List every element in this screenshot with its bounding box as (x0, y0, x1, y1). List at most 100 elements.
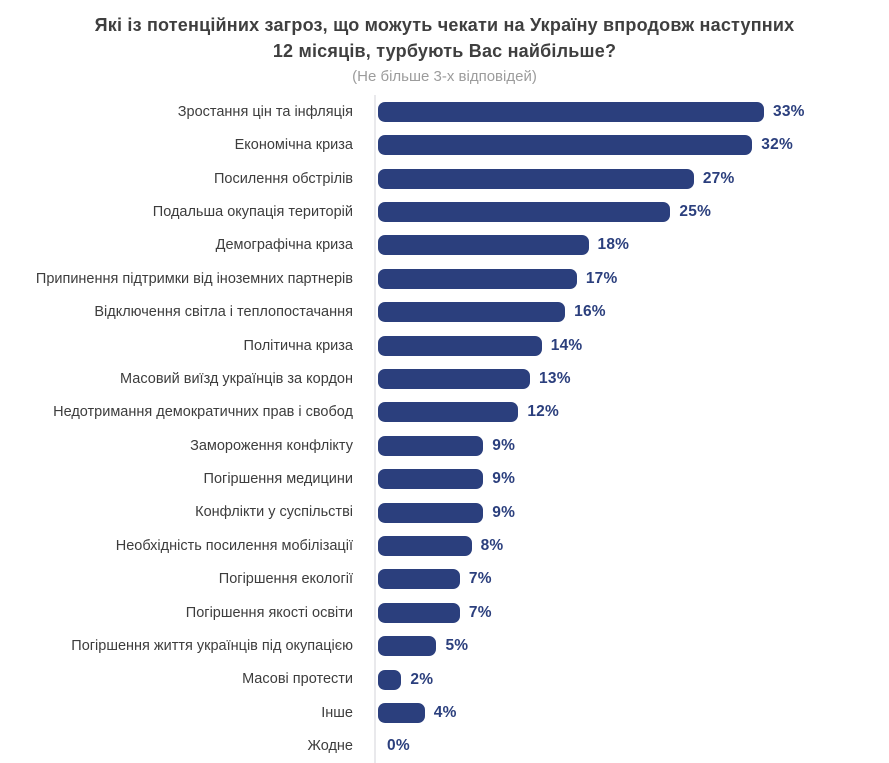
bar (378, 569, 460, 590)
bar (378, 669, 402, 690)
category-label: Посилення обстрілів (213, 170, 353, 187)
category-label: Зростання цін та інфляція (177, 103, 353, 120)
value-label: 7% (468, 570, 492, 588)
bar (378, 101, 764, 122)
bar (378, 335, 542, 356)
bar-cell: 18% (374, 228, 889, 263)
category-label: Економічна криза (234, 137, 353, 154)
chart-row: Жодне 0% (0, 729, 889, 763)
chart-row: Політична криза 14% (0, 328, 889, 363)
bar (378, 636, 437, 657)
value-label: 33% (773, 102, 805, 120)
chart-row: Посилення обстрілів 27% (0, 161, 889, 196)
bar-cell: 9% (374, 495, 889, 530)
chart-row: Погіршення екології 7% (0, 562, 889, 597)
category-label: Масові протести (242, 671, 353, 688)
value-label: 0% (387, 737, 410, 755)
value-label: 7% (468, 603, 492, 621)
chart-row: Відключення світла і теплопостачання 16% (0, 295, 889, 329)
chart-title: Які із потенційних загроз, що можуть чек… (94, 15, 795, 62)
value-label: 9% (492, 470, 516, 488)
bar-cell: 13% (374, 362, 889, 396)
value-label: 2% (410, 670, 434, 688)
value-label: 18% (597, 236, 630, 254)
bar-cell: 17% (374, 262, 889, 296)
value-label: 25% (679, 203, 712, 221)
bar-cell: 14% (374, 328, 889, 363)
bar-cell: 32% (374, 128, 889, 162)
bar (378, 202, 671, 223)
chart-row: Економічна криза 32% (0, 128, 889, 162)
value-label: 5% (445, 637, 469, 655)
bar (378, 302, 566, 323)
bar-cell: 4% (374, 696, 889, 730)
bar-cell: 2% (374, 662, 889, 697)
category-label: Погіршення життя українців під окупацією (71, 638, 353, 655)
bar-cell: 33% (374, 95, 889, 129)
value-label: 14% (550, 336, 583, 354)
bar (378, 402, 519, 423)
chart-header: Які із потенційних загроз, що можуть чек… (0, 0, 889, 85)
bar-cell: 16% (374, 295, 889, 329)
bar (378, 235, 589, 256)
chart-row: Масові протести 2% (0, 662, 889, 697)
chart-row: Демографічна криза 18% (0, 228, 889, 263)
bar (378, 369, 531, 389)
bar-cell: 7% (374, 596, 889, 630)
chart-row: Погіршення життя українців під окупацією… (0, 629, 889, 663)
category-label: Конфлікти у суспільстві (195, 504, 353, 521)
value-label: 9% (492, 436, 516, 454)
category-label: Погіршення якості освіти (185, 604, 353, 621)
category-label: Інше (321, 704, 353, 721)
chart-row: Подальша окупація територій 25% (0, 195, 889, 229)
value-label: 4% (433, 703, 457, 721)
bar (378, 135, 753, 156)
bar (378, 435, 484, 456)
category-label: Погіршення екології (218, 571, 353, 588)
value-label: 16% (574, 303, 606, 321)
chart-row: Конфлікти у суспільстві 9% (0, 495, 889, 530)
chart-row: Зростання цін та інфляція 33% (0, 95, 889, 129)
value-label: 32% (761, 136, 793, 154)
value-label: 8% (480, 536, 504, 554)
bar (378, 268, 577, 289)
category-label: Жодне (307, 738, 353, 755)
category-label: Необхідність посилення мобілізації (115, 537, 353, 554)
bar-chart: Зростання цін та інфляція 33% Економічна к… (0, 95, 889, 763)
bar-cell: 9% (374, 462, 889, 496)
category-label: Недотримання демократичних прав і свобод (53, 404, 353, 421)
category-label: Відключення світла і теплопостачання (94, 304, 353, 321)
bar-cell: 12% (374, 395, 889, 430)
chart-row: Інше 4% (0, 696, 889, 730)
chart-row: Погіршення медицини 9% (0, 462, 889, 496)
bar-cell: 0% (374, 729, 889, 763)
chart-row: Припинення підтримки від іноземних партн… (0, 262, 889, 296)
value-label: 12% (527, 403, 559, 421)
value-label: 13% (539, 370, 571, 387)
bar (378, 469, 484, 490)
bar (378, 602, 460, 623)
bar (378, 168, 694, 189)
bar-cell: 27% (374, 161, 889, 196)
category-label: Замороження конфлікту (190, 437, 353, 454)
value-label: 17% (585, 269, 618, 287)
bar-cell: 9% (374, 429, 889, 463)
bar (378, 535, 472, 556)
category-label: Масовий виїзд українців за кордон (120, 370, 353, 387)
chart-row: Масовий виїзд українців за кордон 13% (0, 362, 889, 396)
category-label: Погіршення медицини (203, 471, 353, 488)
bar (378, 502, 484, 523)
bar (378, 702, 425, 723)
bar-cell: 5% (374, 629, 889, 663)
chart-row: Погіршення якості освіти 7% (0, 596, 889, 630)
bar-cell: 25% (374, 195, 889, 229)
chart-row: Недотримання демократичних прав і свобод… (0, 395, 889, 430)
category-label: Політична криза (243, 337, 353, 354)
category-label: Подальша окупація територій (152, 203, 353, 220)
bar-cell: 7% (374, 562, 889, 597)
category-label: Припинення підтримки від іноземних партн… (35, 270, 353, 287)
chart-subtitle: (Не більше 3-х відповідей) (352, 68, 537, 86)
chart-row: Замороження конфлікту 9% (0, 429, 889, 463)
value-label: 9% (492, 503, 516, 521)
